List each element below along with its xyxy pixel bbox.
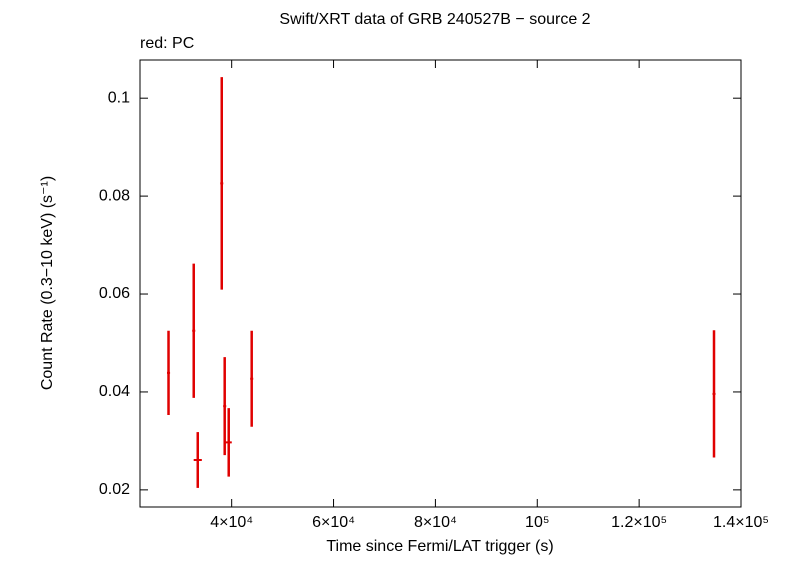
y-tick-label: 0.06 [99, 285, 130, 302]
y-tick-label: 0.04 [99, 383, 130, 400]
chart-subtitle: red: PC [140, 35, 194, 52]
x-tick-label: 1.2×10⁵ [611, 514, 667, 531]
x-tick-label: 6×10⁴ [312, 514, 355, 531]
x-tick-label: 8×10⁴ [414, 514, 457, 531]
x-tick-label: 10⁵ [525, 514, 549, 531]
x-tick-label: 4×10⁴ [210, 514, 253, 531]
plot-frame [139, 59, 742, 508]
y-tick-label: 0.02 [99, 481, 130, 498]
x-axis-label: Time since Fermi/LAT trigger (s) [326, 538, 553, 555]
chart-title: Swift/XRT data of GRB 240527B − source 2 [279, 11, 590, 28]
y-axis-label: Count Rate (0.3−10 keV) (s⁻¹) [39, 176, 56, 390]
y-tick-label: 0.08 [99, 187, 130, 204]
x-tick-label: 1.4×10⁵ [713, 514, 769, 531]
y-tick-label: 0.1 [108, 89, 130, 106]
